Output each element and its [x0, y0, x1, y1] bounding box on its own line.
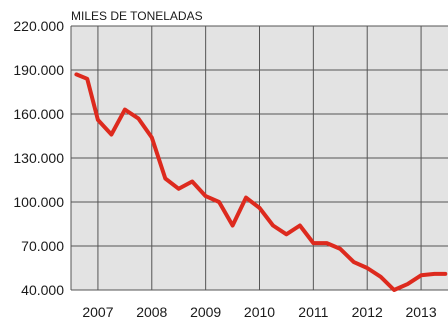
- y-tick-label: 220.000: [13, 18, 64, 34]
- x-tick-label: 2013: [405, 304, 436, 320]
- x-axis-ticks: 2007 2008 2009 2010 2011 2012 2013: [82, 304, 437, 320]
- x-tick-label: 2008: [136, 304, 167, 320]
- x-tick-label: 2010: [244, 304, 275, 320]
- x-tick-label: 2009: [190, 304, 221, 320]
- y-tick-label: 130.000: [13, 150, 64, 166]
- y-tick-label: 40.000: [21, 282, 64, 298]
- y-axis-ticks: 40.000 70.000 100.000 130.000 160.000 190.000…: [13, 18, 64, 298]
- x-tick-label: 2007: [82, 304, 113, 320]
- y-tick-label: 160.000: [13, 106, 64, 122]
- x-tick-label: 2012: [352, 304, 383, 320]
- grid-lines: [70, 25, 448, 291]
- x-tick-label: 2011: [298, 304, 328, 320]
- y-axis-unit-label: MILES DE TONELADAS: [71, 9, 203, 23]
- y-tick-label: 100.000: [13, 194, 64, 210]
- series-line: [74, 72, 448, 292]
- y-tick-label: 190.000: [13, 62, 64, 78]
- y-tick-label: 70.000: [21, 238, 64, 254]
